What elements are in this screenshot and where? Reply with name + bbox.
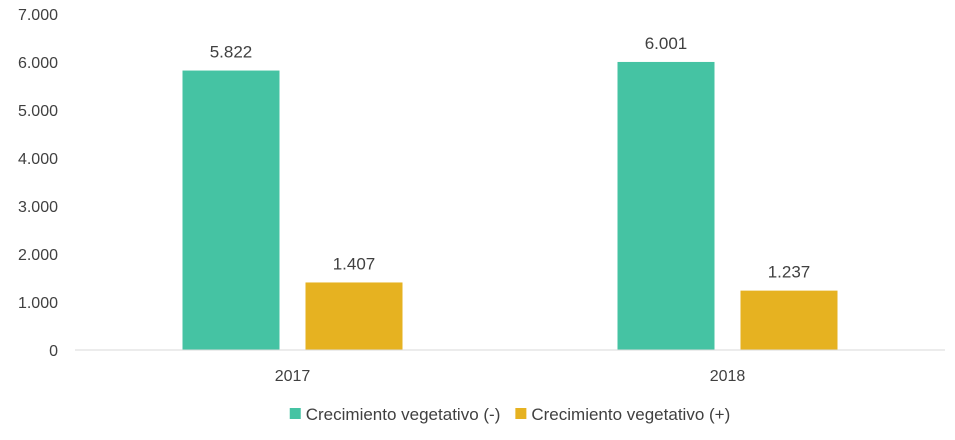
bars: [182, 61, 838, 351]
y-tick-label: 0: [49, 343, 58, 360]
y-tick-label: 7.000: [18, 7, 58, 24]
y-tick-label: 5.000: [18, 103, 58, 120]
y-tick-label: 3.000: [18, 199, 58, 216]
x-tick-label: 2017: [275, 368, 311, 385]
bar: [617, 61, 715, 351]
bar-value-label: 6.001: [645, 34, 688, 53]
bar: [182, 70, 280, 350]
x-tick-label: 2018: [710, 368, 746, 385]
y-tick-label: 6.000: [18, 55, 58, 72]
legend-swatch: [289, 408, 301, 419]
y-tick-label: 4.000: [18, 151, 58, 168]
x-axis: 2017 2018: [275, 368, 746, 385]
data-labels: 5.822 1.407 6.001 1.237: [210, 34, 811, 282]
legend-swatch: [515, 408, 527, 419]
bar-value-label: 1.407: [333, 254, 376, 273]
bar-value-label: 5.822: [210, 43, 253, 62]
bar: [740, 290, 838, 350]
y-tick-label: 1.000: [18, 295, 58, 312]
y-tick-label: 2.000: [18, 247, 58, 264]
y-axis: 0 1.000 2.000 3.000 4.000 5.000 6.000 7.000: [18, 7, 58, 360]
legend: Crecimiento vegetativo (-) Crecimiento ve…: [289, 405, 730, 424]
bar: [305, 282, 403, 350]
legend-label: Crecimiento vegetativo (-): [306, 405, 501, 424]
legend-label: Crecimiento vegetativo (+): [531, 405, 730, 424]
bar-value-label: 1.237: [768, 263, 811, 282]
